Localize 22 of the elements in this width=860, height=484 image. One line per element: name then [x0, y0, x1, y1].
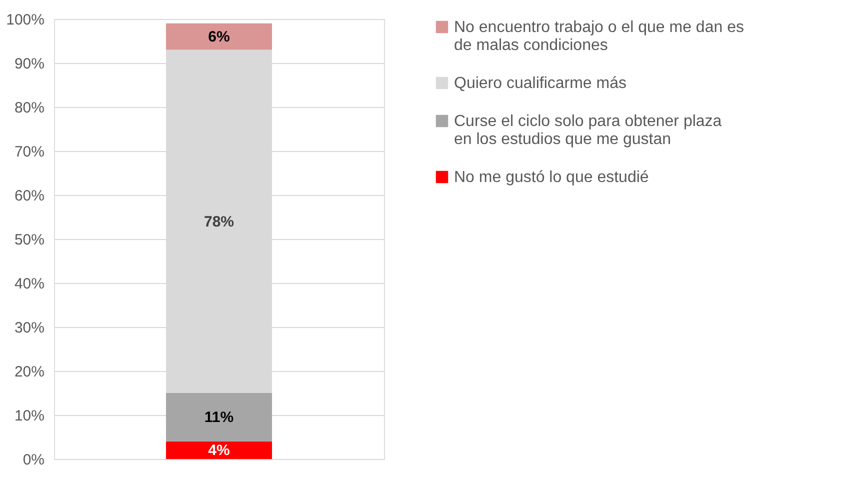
legend-label: Curse el ciclo solo para obtener plaza en los estudios que me gustan	[454, 113, 722, 148]
legend-label: No me gustó lo que estudié	[454, 169, 649, 186]
bar	[166, 393, 272, 442]
y-tick-label: 0%	[22, 452, 44, 468]
data-label: 78%	[204, 213, 234, 230]
legend-label: Quiero cualificarme más	[454, 75, 626, 92]
y-tick-label: 70%	[14, 144, 44, 160]
bar	[166, 23, 272, 50]
y-tick-label: 90%	[14, 56, 44, 72]
data-label: 4%	[208, 442, 230, 460]
y-tick-label: 10%	[14, 408, 44, 424]
legend-label: No encuentro trabajo o el que me dan es de malas condiciones	[454, 19, 744, 54]
y-tick-label: 100%	[6, 12, 44, 28]
y-tick-label: 80%	[14, 100, 44, 116]
y-tick-label: 20%	[14, 364, 44, 380]
y-tick-label: 60%	[14, 188, 44, 204]
y-tick-label: 40%	[14, 276, 44, 292]
data-label: 11%	[204, 409, 234, 426]
data-label: 6%	[208, 28, 230, 46]
bar	[166, 441, 272, 459]
y-tick-label: 50%	[14, 232, 44, 248]
y-tick-label: 30%	[14, 320, 44, 336]
